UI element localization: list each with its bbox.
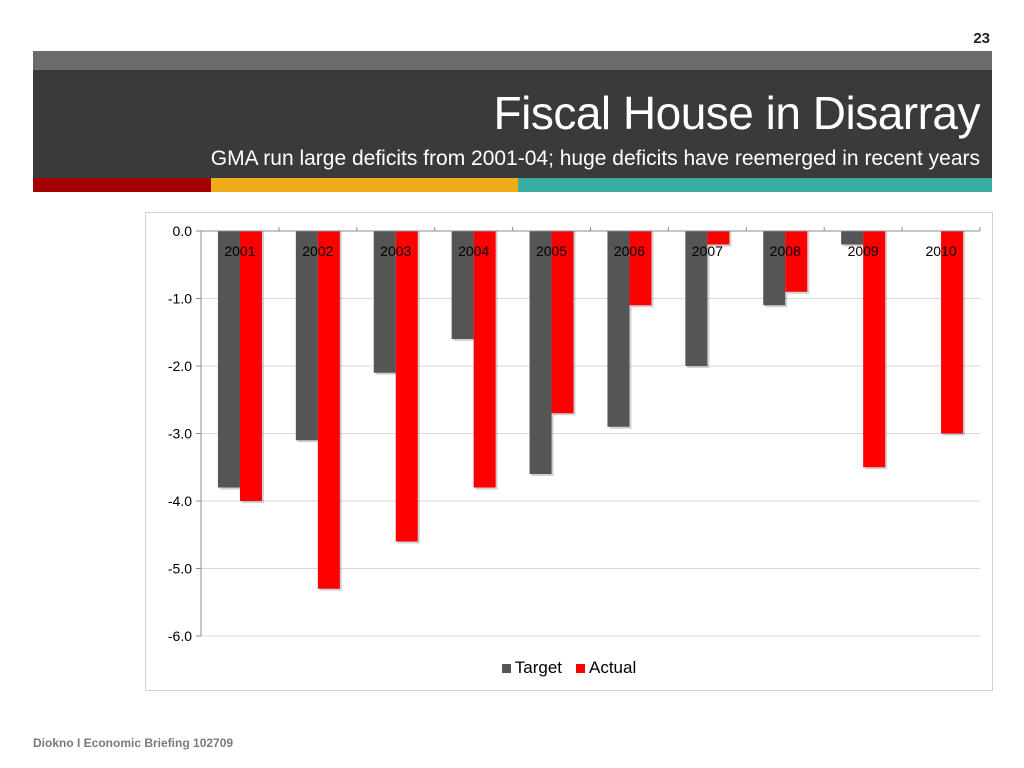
y-tick-label: 0.0 xyxy=(173,223,193,239)
x-tick-label: 2005 xyxy=(536,243,567,259)
y-tick-label: -6.0 xyxy=(168,628,192,644)
bar-actual xyxy=(473,231,496,488)
bar-target xyxy=(295,231,318,441)
legend-swatch-target xyxy=(501,663,511,673)
x-tick-label: 2007 xyxy=(692,243,723,259)
bar-target xyxy=(529,231,552,474)
slide-subtitle: GMA run large deficits from 2001-04; hug… xyxy=(210,147,980,170)
bar-chart: 0.0 -1.0 -2.0 -3.0 -4.0 -5.0 -6.0 2001 2002 2003 2… xyxy=(168,223,981,644)
x-tick-label: 2003 xyxy=(380,243,411,259)
accent-bar-red xyxy=(33,178,211,192)
x-tick-label: 2010 xyxy=(925,243,956,259)
bar-target xyxy=(373,231,396,373)
y-tick-label: -4.0 xyxy=(168,493,192,509)
bar-actual xyxy=(551,231,574,414)
slide-number: 23 xyxy=(973,30,990,47)
bar-actual xyxy=(863,231,886,468)
bar-target xyxy=(841,231,864,245)
slide-title: Fiscal House in Disarray xyxy=(493,87,981,139)
title-top-strip xyxy=(33,51,992,70)
y-tick-label: -1.0 xyxy=(168,291,192,307)
bar-actual xyxy=(239,231,262,501)
x-tick-label: 2004 xyxy=(458,243,489,259)
title-block: Fiscal House in Disarray GMA run large d… xyxy=(33,70,992,178)
footer-text: Diokno I Economic Briefing 102709 xyxy=(33,736,234,750)
bar-actual xyxy=(629,231,652,306)
bar-target xyxy=(451,231,474,339)
bar-target xyxy=(217,231,240,488)
chart-area: 0.0 -1.0 -2.0 -3.0 -4.0 -5.0 -6.0 2001 2002 2003 2… xyxy=(145,212,993,691)
legend-item-actual: Actual xyxy=(576,658,636,678)
bar-target xyxy=(607,231,630,427)
bar-actual xyxy=(785,231,808,292)
x-tick-label: 2009 xyxy=(848,243,879,259)
bar-actual xyxy=(941,231,964,434)
bar-actual xyxy=(317,231,340,589)
x-tick-label: 2002 xyxy=(302,243,333,259)
bar-target xyxy=(685,231,708,366)
y-tick-label: -5.0 xyxy=(168,561,192,577)
accent-bar-gold xyxy=(211,178,518,192)
accent-bar-teal xyxy=(518,178,992,192)
chart-legend: Target Actual xyxy=(146,658,992,678)
legend-item-target: Target xyxy=(501,658,562,678)
y-tick-label: -2.0 xyxy=(168,358,192,374)
legend-label-actual: Actual xyxy=(589,658,637,677)
y-tick-label: -3.0 xyxy=(168,426,192,442)
bar-actual xyxy=(395,231,418,542)
bar-actual xyxy=(707,231,730,245)
legend-label-target: Target xyxy=(514,658,562,677)
legend-swatch-actual xyxy=(576,663,585,673)
bar-target xyxy=(763,231,786,306)
x-tick-label: 2008 xyxy=(770,243,801,259)
x-tick-label: 2006 xyxy=(614,243,645,259)
x-tick-label: 2001 xyxy=(224,243,255,259)
